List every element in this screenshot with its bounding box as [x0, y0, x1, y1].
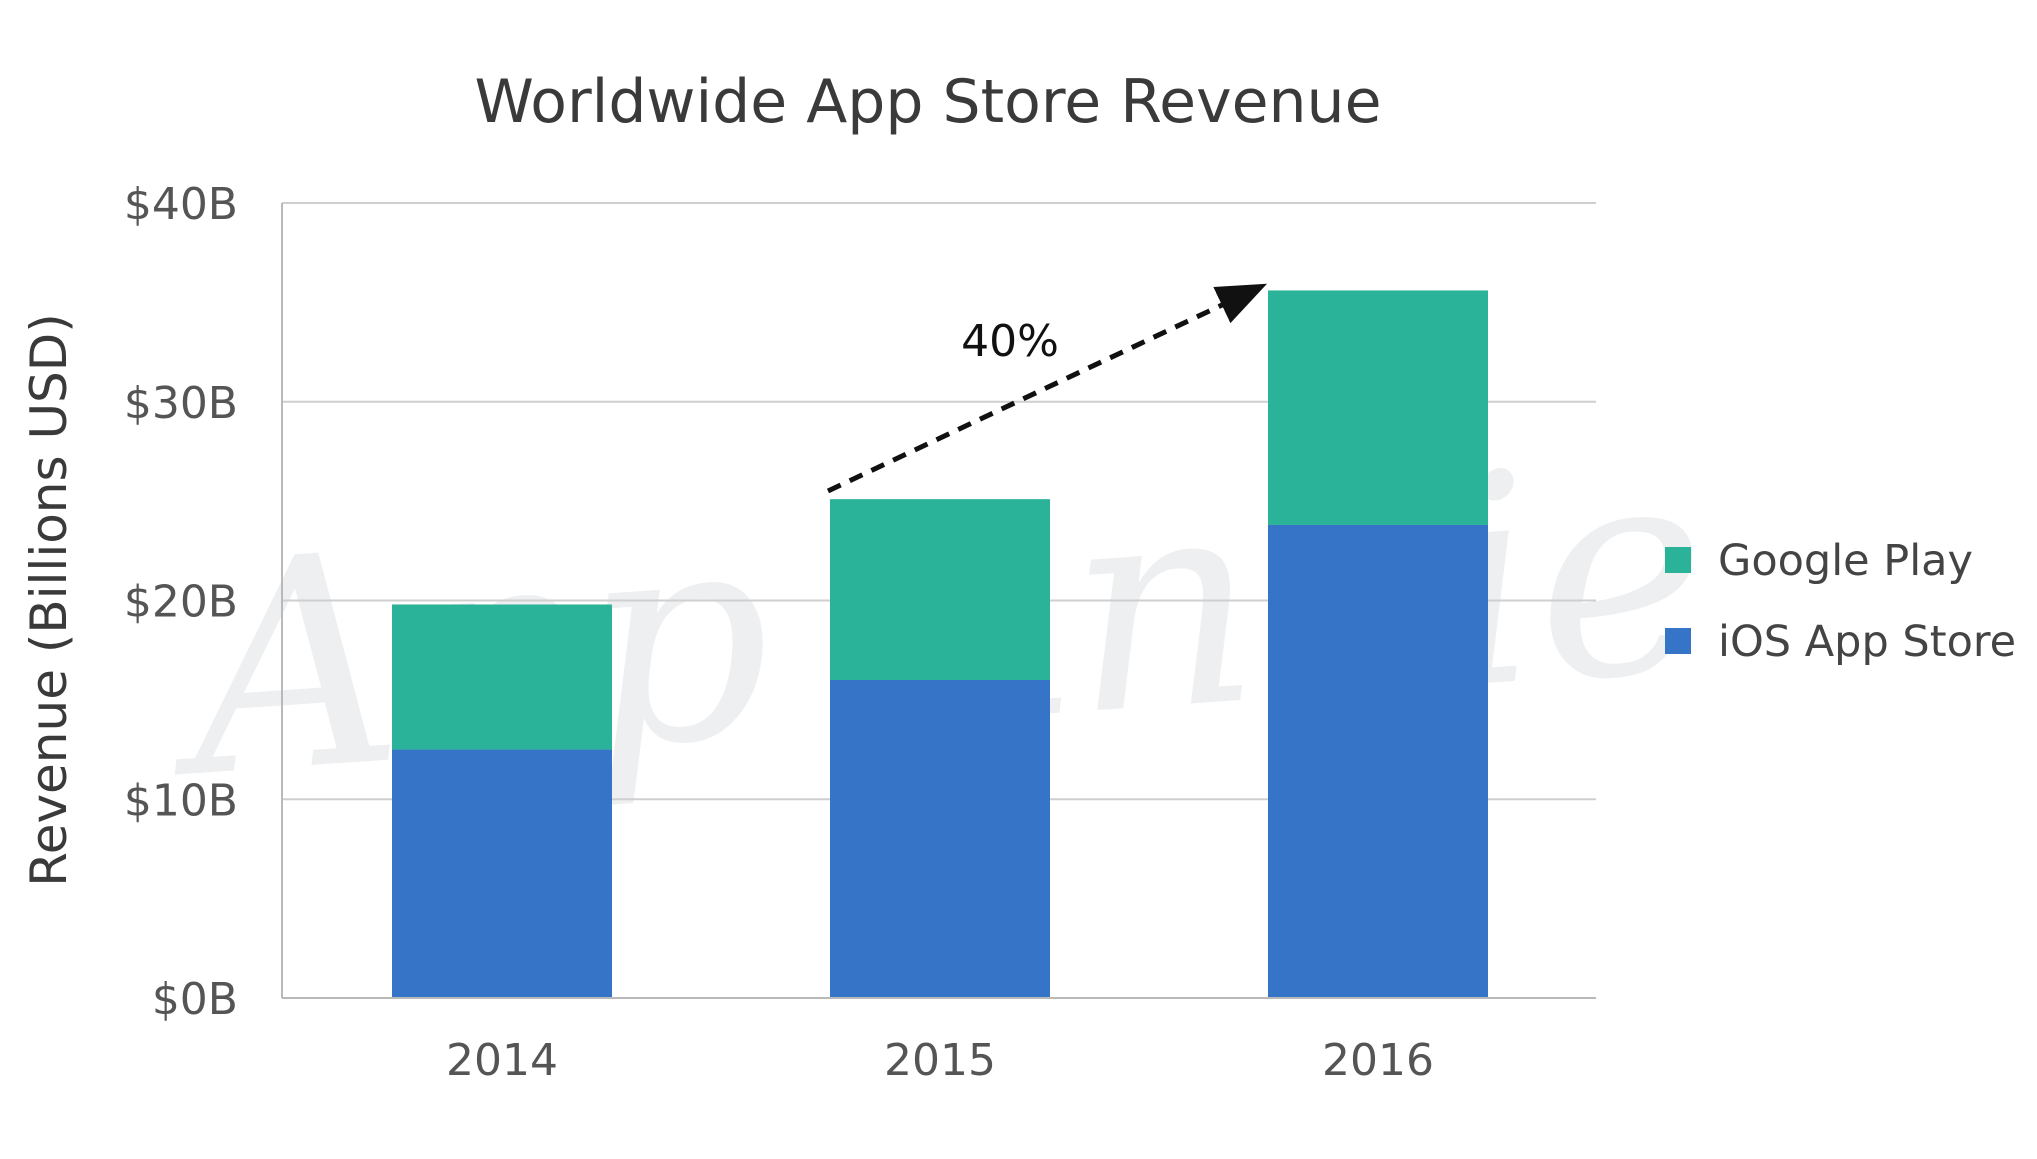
legend-label-ios-app-store: iOS App Store: [1718, 617, 2016, 667]
axes: [281, 203, 1596, 999]
y-tick-label-20: $20B: [124, 577, 238, 628]
chart-title: Worldwide App Store Revenue: [474, 67, 1381, 137]
y-tick-label-0: $0B: [152, 974, 238, 1025]
x-tick-label-2015: 2015: [884, 1035, 996, 1086]
legend-label-google-play: Google Play: [1718, 536, 1973, 586]
bar-google-play-2014: [392, 604, 612, 750]
growth-annotation: 40%: [826, 283, 1268, 494]
legend-swatch-ios-app-store: [1665, 628, 1691, 654]
legend-swatch-google-play: [1665, 547, 1691, 573]
legend: Google Play iOS App Store: [1665, 536, 2016, 667]
y-axis-label: Revenue (Billions USD): [20, 313, 78, 887]
bars: [392, 290, 1488, 998]
growth-arrow: [826, 283, 1268, 494]
bar-google-play-2016: [1268, 290, 1488, 525]
bar-ios-app-store-2016: [1268, 524, 1488, 998]
y-tick-label-30: $30B: [124, 378, 238, 429]
y-tick-label-40: $40B: [124, 179, 238, 230]
bar-google-play-2015: [830, 499, 1050, 680]
bar-ios-app-store-2015: [830, 680, 1050, 998]
x-tick-label-2014: 2014: [446, 1035, 558, 1086]
bar-ios-app-store-2014: [392, 749, 612, 998]
growth-label: 40%: [961, 316, 1059, 367]
x-tick-label-2016: 2016: [1322, 1035, 1434, 1086]
tick-labels: $0B $10B $20B $30B $40B 2014 2015 2016: [124, 179, 1434, 1086]
y-tick-label-10: $10B: [124, 775, 238, 826]
